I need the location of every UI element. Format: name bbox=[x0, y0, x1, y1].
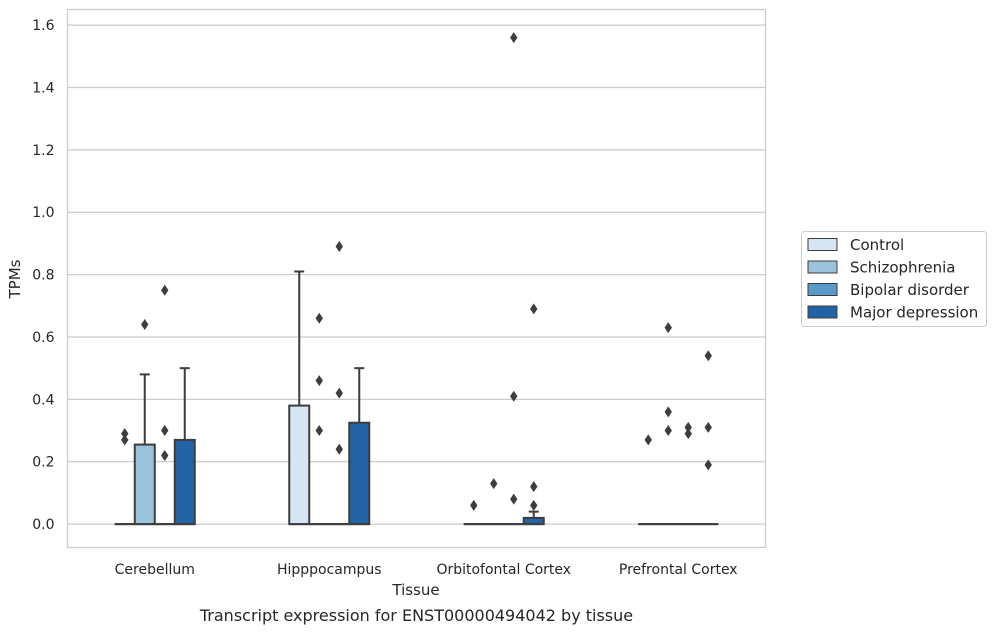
outliers bbox=[121, 32, 712, 511]
x-tick-labels: Cerebellum Hipppocampus Orbitofontal Corte… bbox=[115, 562, 738, 578]
legend-swatch bbox=[807, 238, 838, 251]
x-tick-label: Prefrontal Cortex bbox=[619, 562, 738, 578]
outlier-point bbox=[704, 350, 712, 362]
x-tick-label: Orbitofontal Cortex bbox=[436, 562, 571, 578]
outlier-point bbox=[664, 406, 672, 418]
y-tick-label: 0.6 bbox=[32, 330, 54, 346]
y-axis-label: TPMs bbox=[6, 259, 24, 299]
outlier-point bbox=[315, 312, 323, 324]
outlier-point bbox=[530, 481, 538, 493]
legend-label: Major depression bbox=[850, 304, 978, 322]
outlier-point bbox=[121, 428, 129, 440]
plot-frame bbox=[66, 8, 767, 549]
outlier-point bbox=[510, 32, 518, 44]
y-tick-label: 1.2 bbox=[32, 143, 54, 159]
y-tick-label: 1.4 bbox=[32, 80, 54, 96]
outlier-point bbox=[161, 449, 169, 461]
outlier-point bbox=[490, 478, 498, 490]
outlier-point bbox=[664, 425, 672, 437]
legend-frame bbox=[801, 231, 987, 327]
x-tick-label: Cerebellum bbox=[115, 562, 195, 578]
outlier-point bbox=[161, 284, 169, 296]
box bbox=[133, 443, 156, 526]
outlier-point bbox=[161, 425, 169, 437]
outlier-point bbox=[510, 390, 518, 402]
box bbox=[173, 438, 196, 526]
outlier-point bbox=[684, 421, 692, 433]
box bbox=[348, 421, 371, 526]
legend-label: Bipolar disorder bbox=[850, 281, 970, 299]
outlier-point bbox=[335, 443, 343, 455]
outlier-point bbox=[704, 421, 712, 433]
legend-swatch bbox=[807, 305, 838, 319]
x-tick-label: Hipppocampus bbox=[277, 562, 382, 578]
legend-swatch bbox=[807, 260, 838, 274]
outlier-point bbox=[510, 493, 518, 505]
outlier-point bbox=[315, 375, 323, 387]
y-tick-label: 0.8 bbox=[32, 268, 54, 284]
outlier-point bbox=[121, 434, 129, 446]
y-tick-labels: 0.0 0.2 0.4 0.6 0.8 1.0 1.2 1.4 1.6 bbox=[32, 18, 54, 533]
y-tick-label: 0.0 bbox=[32, 517, 54, 533]
outlier-point bbox=[684, 428, 692, 440]
outlier-point bbox=[530, 499, 538, 511]
outlier-point bbox=[704, 459, 712, 471]
outlier-point bbox=[470, 499, 478, 511]
outlier-point bbox=[141, 319, 149, 331]
boxes bbox=[114, 270, 719, 526]
y-tick-label: 0.2 bbox=[32, 455, 54, 471]
grid-lines bbox=[67, 24, 766, 525]
x-axis-label: Tissue bbox=[391, 581, 439, 599]
outlier-point bbox=[335, 387, 343, 399]
legend: Control Schizophrenia Bipolar disorder Majo… bbox=[801, 231, 987, 327]
legend-label: Schizophrenia bbox=[850, 259, 955, 277]
y-tick-label: 1.6 bbox=[32, 18, 54, 34]
box bbox=[288, 404, 311, 526]
legend-swatch bbox=[807, 283, 838, 296]
legend-label: Control bbox=[850, 236, 904, 254]
outlier-point bbox=[335, 241, 343, 253]
y-tick-label: 1.0 bbox=[32, 205, 54, 221]
y-tick-label: 0.4 bbox=[32, 392, 54, 408]
outlier-point bbox=[644, 434, 652, 446]
outlier-point bbox=[664, 322, 672, 334]
figure-caption: Transcript expression for ENST0000049404… bbox=[199, 606, 634, 625]
outlier-point bbox=[530, 303, 538, 315]
outlier-point bbox=[315, 425, 323, 437]
